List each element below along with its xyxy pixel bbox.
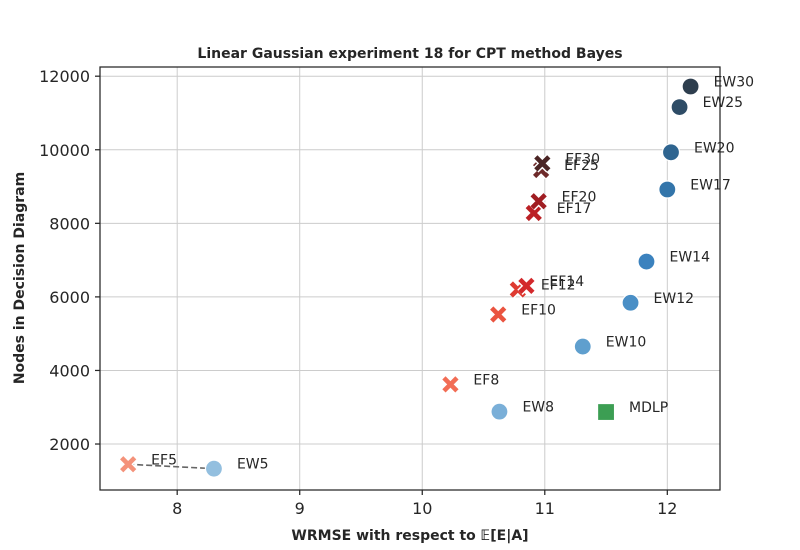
x-tick-label: 10 <box>412 499 432 518</box>
marker-ef14 <box>517 276 536 296</box>
label-ew12: EW12 <box>654 291 695 307</box>
y-tick-label: 6000 <box>49 288 90 307</box>
x-tick-label: 12 <box>657 499 677 518</box>
marker-ew20 <box>661 143 681 162</box>
plot-frame <box>99 66 721 491</box>
label-ef20: EF20 <box>562 189 597 205</box>
label-ef17: EF17 <box>557 201 592 217</box>
y-tick-label: 10000 <box>39 141 90 160</box>
label-ef30: EF30 <box>565 151 600 167</box>
y-tick-label: 4000 <box>49 361 90 380</box>
label-ew14: EW14 <box>669 250 710 266</box>
chart-title: Linear Gaussian experiment 18 for CPT me… <box>197 46 622 62</box>
label-ew10: EW10 <box>606 335 647 351</box>
x-tick-label: 9 <box>295 499 305 518</box>
label-ew25: EW25 <box>703 95 744 111</box>
connector-line <box>128 463 214 470</box>
marker-ef10 <box>489 305 508 324</box>
y-tick-label: 8000 <box>49 214 90 233</box>
label-ew20: EW20 <box>694 140 735 156</box>
grid <box>100 67 720 490</box>
label-mdlp: MDLP <box>629 400 668 416</box>
y-axis-label: Nodes in Decision Diagram <box>12 172 28 384</box>
label-ew8: EW8 <box>522 400 554 416</box>
label-ew5: EW5 <box>237 457 269 473</box>
label-ef25: EF25 <box>564 158 599 174</box>
marker-mdlp <box>596 402 616 422</box>
x-tick-label: 11 <box>535 499 555 518</box>
y-tick-label: 12000 <box>39 67 90 86</box>
label-ew30: EW30 <box>714 74 755 90</box>
y-tick-label: 2000 <box>49 435 90 454</box>
marker-ew17 <box>658 180 677 199</box>
label-ef5: EF5 <box>151 452 177 468</box>
marker-ew8 <box>490 402 509 421</box>
marker-ef5 <box>119 455 138 474</box>
marker-ew30 <box>681 77 700 96</box>
marker-ew25 <box>670 97 689 117</box>
x-axis-label: WRMSE with respect to 𝔼[E|A] <box>291 528 528 544</box>
label-ef10: EF10 <box>521 303 556 319</box>
marker-ef20 <box>529 192 548 211</box>
marker-ef17 <box>524 203 543 223</box>
label-ew17: EW17 <box>690 177 731 193</box>
marker-ew10 <box>573 337 592 356</box>
marker-ef8 <box>441 375 460 394</box>
marker-ew14 <box>637 252 656 271</box>
label-ef8: EF8 <box>473 372 499 388</box>
markers <box>119 77 700 478</box>
x-tick-label: 8 <box>172 499 182 518</box>
marker-ew5 <box>204 459 224 478</box>
marker-ef30 <box>533 154 552 173</box>
connector-layer <box>128 463 214 470</box>
axes: 8 9 10 11 12 2000 4000 6000 8000 10000 12000 <box>39 67 677 518</box>
marker-ew12 <box>621 293 640 312</box>
label-ef12: EF12 <box>541 278 576 294</box>
label-ef14: EF14 <box>549 274 584 290</box>
